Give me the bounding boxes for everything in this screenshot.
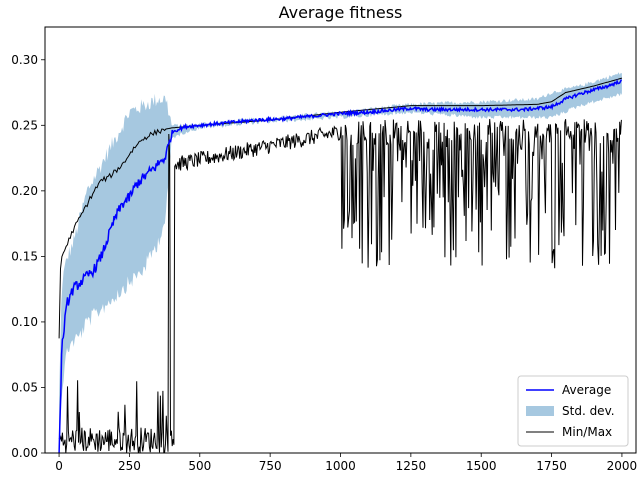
x-tick-label: 500	[188, 459, 211, 473]
min-line	[58, 119, 622, 453]
x-tick-label: 0	[55, 459, 63, 473]
legend-label: Average	[562, 383, 611, 397]
y-tick-label: 0.20	[11, 184, 38, 198]
x-tick-label: 2000	[607, 459, 638, 473]
legend: Average Std. dev. Min/Max	[517, 375, 629, 447]
legend-label: Std. dev.	[562, 404, 615, 418]
y-tick-label: 0.10	[11, 315, 38, 329]
y-tick-label: 0.00	[11, 446, 38, 460]
y-tick-label: 0.05	[11, 380, 38, 394]
x-tick-label: 1750	[536, 459, 567, 473]
legend-label: Min/Max	[562, 425, 612, 439]
legend-box	[517, 375, 629, 447]
chart-title: Average fitness	[279, 3, 403, 22]
y-tick-label: 0.25	[11, 118, 38, 132]
std-dev-band	[59, 72, 622, 450]
y-tick-label: 0.30	[11, 53, 38, 67]
axes: 0 250 500 750 1000 1250 1500 1750 2000 0.00 0.05 0.…	[11, 53, 637, 473]
x-tick-label: 1500	[466, 459, 497, 473]
x-tick-label: 1000	[325, 459, 356, 473]
legend-swatch	[526, 406, 554, 416]
x-tick-label: 250	[118, 459, 141, 473]
x-tick-label: 750	[259, 459, 282, 473]
y-tick-label: 0.15	[11, 249, 38, 263]
average-line	[58, 78, 623, 453]
x-tick-label: 1250	[396, 459, 427, 473]
plot-area	[58, 72, 623, 453]
